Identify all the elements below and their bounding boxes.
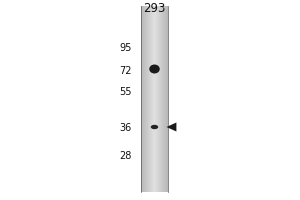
Bar: [160, 6, 161, 192]
Bar: [152, 6, 153, 192]
Bar: [165, 6, 166, 192]
Bar: [155, 6, 156, 192]
Ellipse shape: [151, 125, 158, 129]
Text: 36: 36: [120, 123, 132, 133]
Text: 28: 28: [120, 151, 132, 161]
Bar: [164, 6, 165, 192]
Text: 55: 55: [119, 87, 132, 97]
Bar: [150, 6, 151, 192]
Bar: [146, 6, 147, 192]
Bar: [143, 6, 144, 192]
Bar: [147, 6, 148, 192]
Bar: [161, 6, 162, 192]
Bar: [163, 6, 164, 192]
Text: 72: 72: [119, 66, 132, 76]
Bar: [158, 6, 159, 192]
Polygon shape: [167, 122, 176, 132]
Bar: [157, 6, 158, 192]
Bar: [145, 6, 146, 192]
Bar: [142, 6, 143, 192]
Ellipse shape: [149, 64, 160, 73]
Bar: [166, 6, 167, 192]
Bar: [159, 6, 160, 192]
Bar: [167, 6, 168, 192]
Text: 95: 95: [120, 43, 132, 53]
Bar: [153, 6, 154, 192]
Bar: [148, 6, 149, 192]
Bar: [162, 6, 163, 192]
Bar: [156, 6, 157, 192]
Text: 293: 293: [143, 2, 166, 16]
Bar: [154, 6, 155, 192]
Bar: [141, 6, 142, 192]
Bar: [144, 6, 145, 192]
Bar: [151, 6, 152, 192]
Bar: [149, 6, 150, 192]
